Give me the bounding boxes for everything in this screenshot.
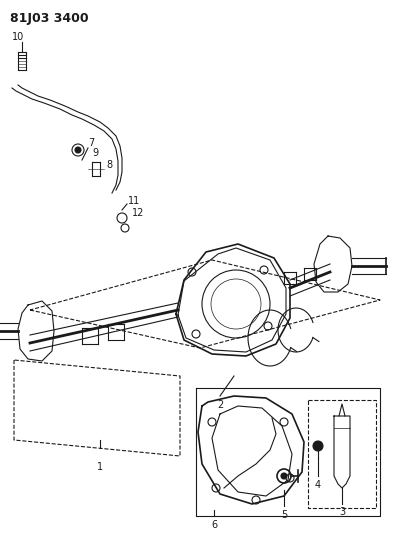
Text: 1: 1 <box>97 462 103 472</box>
Circle shape <box>281 473 287 479</box>
Circle shape <box>313 441 323 451</box>
Text: 8: 8 <box>106 160 112 170</box>
Circle shape <box>75 147 81 153</box>
Text: 10: 10 <box>12 32 24 42</box>
Text: 4: 4 <box>315 480 321 490</box>
Text: 2: 2 <box>217 400 223 410</box>
Text: 11: 11 <box>128 196 140 206</box>
Text: 7: 7 <box>88 138 94 148</box>
Text: 5: 5 <box>281 510 287 520</box>
Text: 9: 9 <box>92 148 98 158</box>
Text: 12: 12 <box>132 208 145 218</box>
Text: 3: 3 <box>339 507 345 517</box>
Text: 6: 6 <box>211 520 217 530</box>
Text: 81J03 3400: 81J03 3400 <box>10 12 89 25</box>
